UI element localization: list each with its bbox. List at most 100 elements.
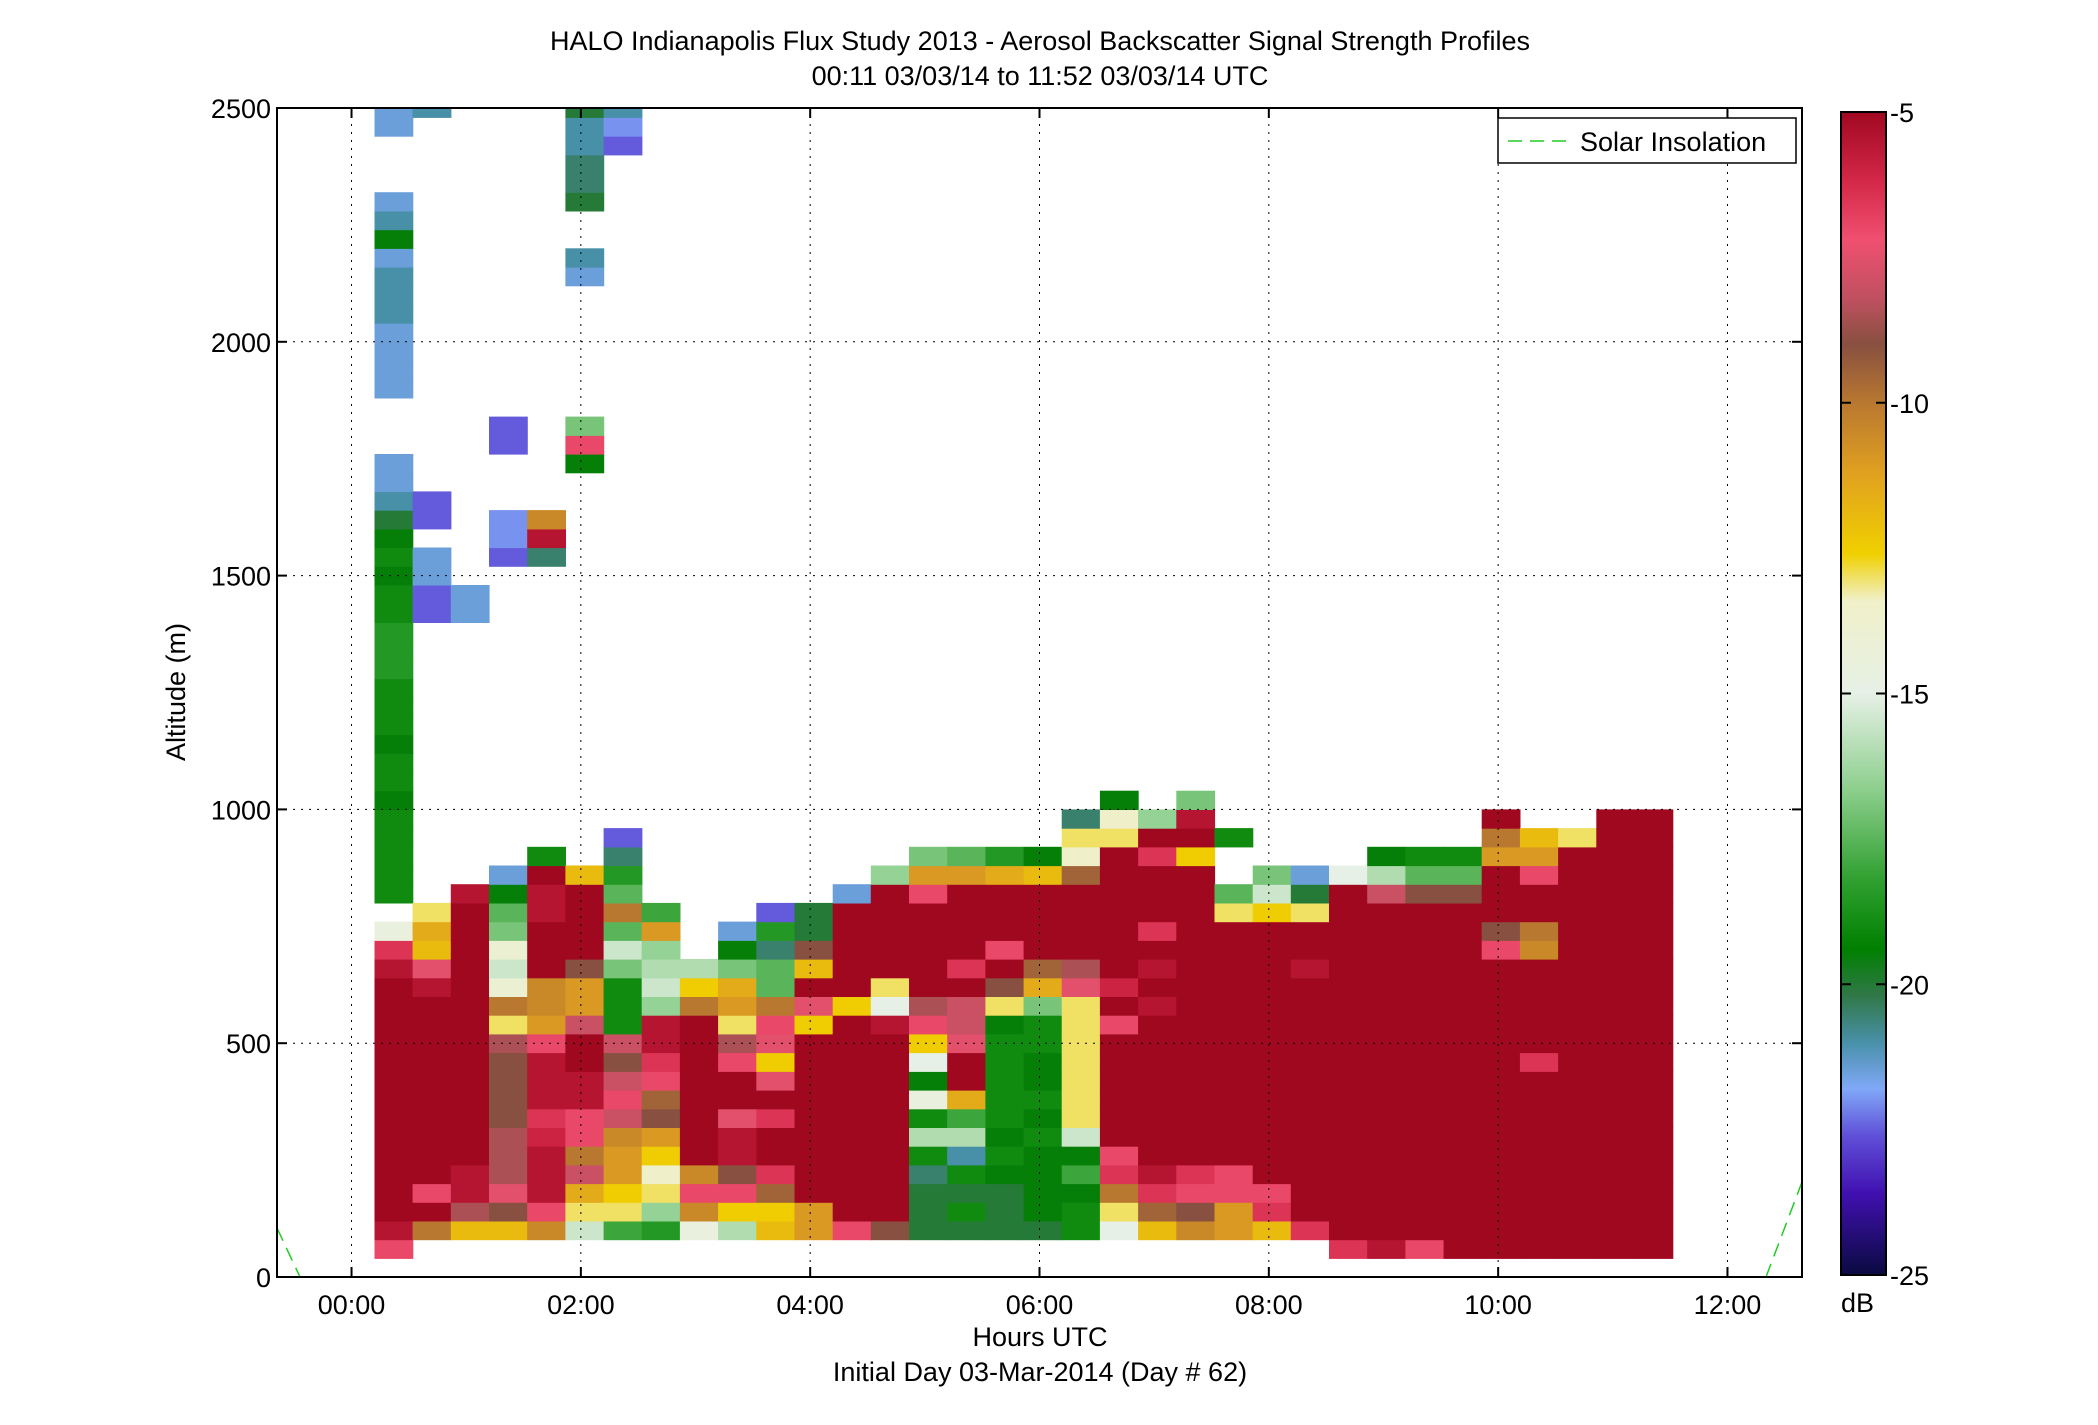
heatmap-cell: [565, 996, 605, 1016]
heatmap-cell: [1214, 940, 1254, 960]
x-axis: 00:00 02:00 04:00 06:00 08:00 10:00 12:00: [318, 108, 1761, 1320]
heatmap-cell: [1519, 828, 1559, 848]
heatmap-cell: [985, 884, 1025, 904]
heatmap-cell: [565, 267, 605, 287]
heatmap-cell: [1138, 1108, 1177, 1128]
heatmap-cell: [1519, 884, 1559, 904]
heatmap-cell: [1367, 1015, 1406, 1035]
heatmap-cell: [1099, 828, 1139, 848]
heatmap-cell: [603, 828, 643, 848]
heatmap-cell: [565, 1071, 605, 1091]
heatmap-cell: [1099, 1090, 1139, 1110]
heatmap-cell: [1519, 959, 1559, 979]
heatmap-cell: [1138, 996, 1177, 1016]
heatmap-cell: [1481, 865, 1521, 885]
heatmap-cell: [1329, 1127, 1368, 1147]
heatmap-cell: [1367, 996, 1406, 1016]
heatmap-cell: [794, 1146, 834, 1166]
heatmap-cell: [756, 1033, 796, 1054]
heatmap-cell: [412, 1033, 452, 1054]
heatmap-cell: [1176, 1033, 1216, 1054]
heatmap-cell: [527, 1202, 566, 1222]
heatmap-cell: [1023, 1090, 1063, 1110]
heatmap-cell: [1214, 1108, 1254, 1128]
heatmap-cell: [1138, 828, 1177, 848]
heatmap-cell: [1481, 996, 1521, 1016]
heatmap-cell: [1634, 996, 1674, 1016]
heatmap-cell: [489, 1052, 528, 1072]
heatmap-cell: [1290, 940, 1330, 960]
heatmap-cell: [1558, 1202, 1597, 1222]
heatmap-cell: [374, 528, 414, 549]
heatmap-cell: [1214, 1220, 1254, 1241]
heatmap-cell: [756, 1220, 796, 1241]
heatmap-cell: [1558, 902, 1597, 923]
heatmap-cell: [374, 772, 414, 792]
heatmap-cell: [450, 996, 490, 1016]
heatmap-cell: [1634, 1183, 1674, 1203]
heatmap-cell: [1443, 1164, 1483, 1185]
heatmap-cell: [947, 1127, 986, 1147]
heatmap-cell: [718, 1220, 757, 1241]
heatmap-cell: [1596, 828, 1636, 848]
heatmap-cell: [1252, 1015, 1292, 1035]
heatmap-cell: [1481, 1146, 1521, 1166]
heatmap-cell: [603, 902, 643, 923]
heatmap-cell: [603, 1202, 643, 1222]
heatmap-cell: [679, 1164, 719, 1185]
heatmap-cell: [1558, 959, 1597, 979]
heatmap-cell: [1367, 1146, 1406, 1166]
heatmap-cell: [1176, 902, 1216, 923]
heatmap-cell: [985, 1146, 1025, 1166]
legend: Solar Insolation: [1497, 117, 1797, 164]
heatmap-cell: [527, 1183, 566, 1203]
heatmap-cell: [1023, 921, 1063, 941]
heatmap-cell: [603, 959, 643, 979]
heatmap-cell: [1329, 1090, 1368, 1110]
heatmap-cell: [1252, 996, 1292, 1016]
heatmap-cell: [450, 1015, 490, 1035]
heatmap-cell: [374, 491, 414, 511]
heatmap-cell: [641, 1071, 681, 1091]
heatmap-cell: [1290, 921, 1330, 941]
heatmap-cell: [1634, 1052, 1674, 1072]
heatmap-cell: [450, 603, 490, 623]
heatmap-cell: [374, 1220, 414, 1241]
heatmap-cell: [1023, 1183, 1063, 1203]
heatmap-cell: [1519, 1202, 1559, 1222]
heatmap-cell: [1405, 1239, 1445, 1259]
heatmap-cell: [1252, 1052, 1292, 1072]
heatmap-cell: [947, 1220, 986, 1241]
heatmap-cell: [1481, 1071, 1521, 1091]
heatmap-cell: [375, 80, 414, 99]
heatmap-cell: [374, 715, 414, 736]
heatmap-cell: [1558, 1220, 1597, 1241]
heatmap-cell: [1176, 1090, 1216, 1110]
heatmap-cell: [1634, 1127, 1674, 1147]
heatmap-cell: [641, 1146, 681, 1166]
heatmap-cell: [1099, 921, 1139, 941]
heatmap-cell: [679, 1183, 719, 1203]
x-tick-label: 06:00: [1006, 1290, 1074, 1320]
heatmap-cell: [718, 1127, 757, 1147]
heatmap-cell: [1329, 1164, 1368, 1185]
heatmap-cell: [374, 566, 414, 586]
heatmap-cell: [756, 1015, 796, 1035]
heatmap-cell: [1558, 846, 1597, 867]
heatmap-cell: [412, 108, 452, 118]
heatmap-cell: [1252, 1220, 1292, 1241]
heatmap-cell: [641, 940, 681, 960]
heatmap-cell: [450, 1146, 490, 1166]
heatmap-cell: [1214, 828, 1254, 848]
heatmap-cell: [603, 1164, 643, 1185]
heatmap-cell: [909, 1164, 948, 1185]
heatmap-cell: [565, 154, 605, 175]
heatmap-cell: [1405, 1052, 1445, 1072]
heatmap-cell: [679, 1090, 719, 1110]
heatmap-cell: [947, 1071, 986, 1091]
heatmap-cell: [1443, 1052, 1483, 1072]
heatmap-cell: [412, 1146, 452, 1166]
heatmap-cell: [718, 1033, 757, 1054]
heatmap-cell: [1176, 846, 1216, 867]
heatmap-cell: [679, 996, 719, 1016]
